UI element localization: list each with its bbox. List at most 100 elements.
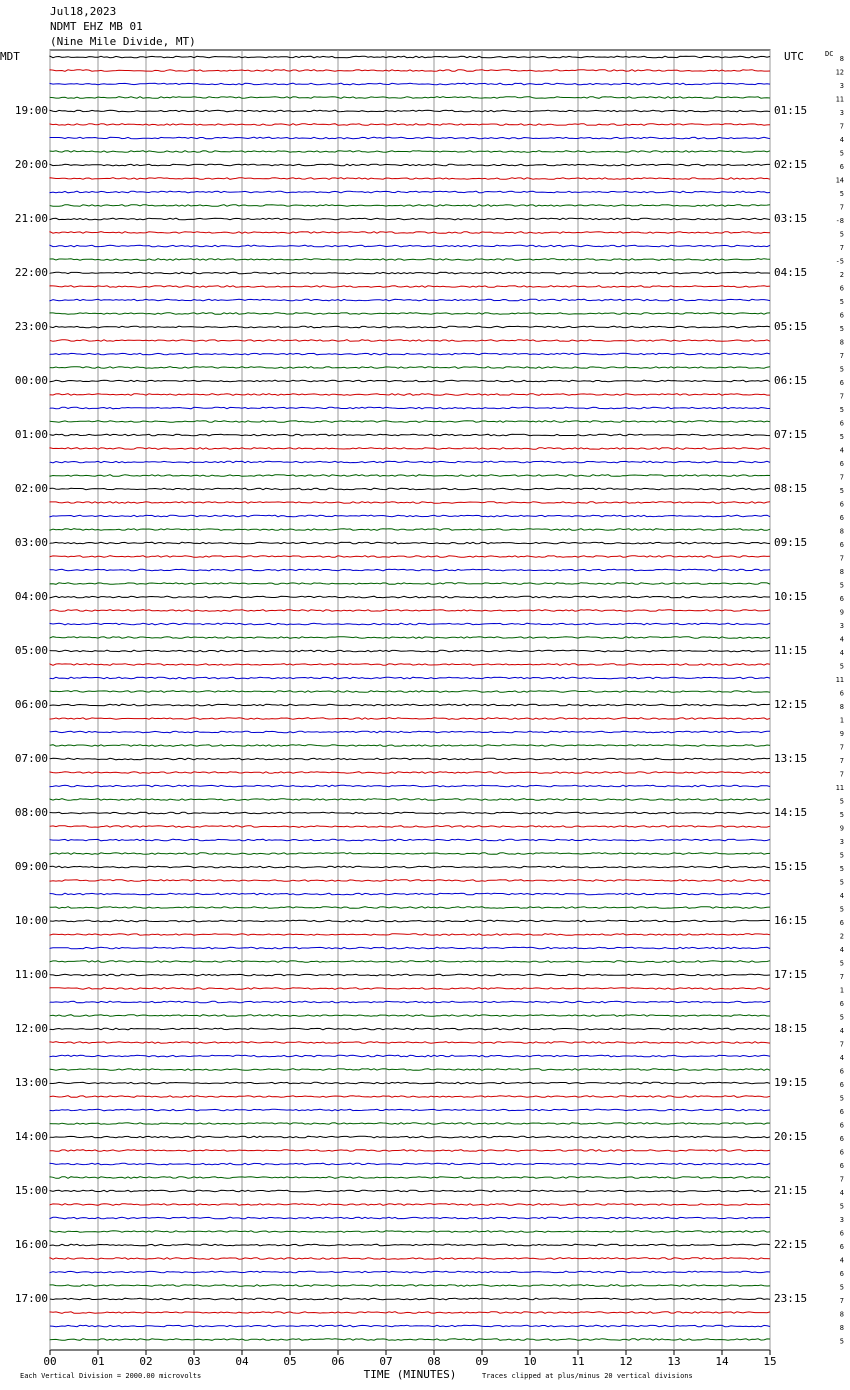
trace: [49, 717, 771, 720]
dc-value: 8: [840, 1311, 844, 1319]
trace: [49, 1041, 771, 1044]
dc-value: 5: [840, 406, 844, 414]
dc-value: 14: [836, 177, 844, 185]
dc-value: 6: [840, 1230, 844, 1238]
left-hour-label: 00:00: [15, 374, 48, 387]
left-hour-label: 23:00: [15, 320, 48, 333]
dc-value: 6: [840, 163, 844, 171]
trace: [49, 757, 771, 761]
trace: [49, 1256, 771, 1260]
trace: [49, 163, 770, 167]
trace: [49, 447, 771, 450]
dc-value: 5: [840, 663, 844, 671]
trace: [49, 1149, 771, 1152]
dc-value: 7: [840, 973, 844, 981]
dc-value: 5: [840, 433, 844, 441]
dc-value: 5: [840, 325, 844, 333]
right-hour-label: 14:15: [774, 806, 807, 819]
right-hour-label: 08:15: [774, 482, 807, 495]
trace: [49, 865, 771, 869]
trace: [49, 487, 771, 491]
x-tick-label: 05: [283, 1355, 296, 1368]
dc-value: 5: [840, 1284, 844, 1292]
dc-value: 5: [840, 1014, 844, 1022]
dc-value: 7: [840, 244, 844, 252]
trace: [49, 1108, 771, 1112]
trace: [49, 1162, 771, 1166]
trace: [49, 1243, 771, 1247]
x-tick-label: 08: [427, 1355, 440, 1368]
x-tick-label: 12: [619, 1355, 632, 1368]
trace: [49, 177, 771, 180]
right-hour-label: 20:15: [774, 1130, 807, 1143]
left-hour-label: 03:00: [15, 536, 48, 549]
dc-value: 5: [840, 879, 844, 887]
dc-value: 5: [840, 366, 844, 374]
title-line: Jul18,2023: [50, 5, 116, 18]
dc-value: 12: [836, 69, 844, 77]
trace: [49, 1338, 771, 1341]
left-hour-label: 11:00: [15, 968, 48, 981]
trace: [49, 798, 771, 801]
right-hour-label: 19:15: [774, 1076, 807, 1089]
trace: [49, 1135, 771, 1139]
dc-value: 3: [840, 82, 844, 90]
dc-value: 6: [840, 1135, 844, 1143]
x-tick-label: 14: [715, 1355, 729, 1368]
right-hour-label: 17:15: [774, 968, 807, 981]
x-tick-label: 01: [91, 1355, 104, 1368]
dc-value: 6: [840, 1108, 844, 1116]
trace: [49, 366, 771, 369]
left-hour-label: 15:00: [15, 1184, 48, 1197]
dc-value: 6: [840, 1162, 844, 1170]
trace: [49, 582, 771, 585]
dc-value: 4: [840, 636, 844, 644]
right-hour-label: 16:15: [774, 914, 807, 927]
dc-value: 5: [840, 1203, 844, 1211]
trace: [49, 1324, 771, 1328]
trace: [49, 204, 771, 207]
trace: [49, 811, 771, 815]
x-tick-label: 10: [523, 1355, 536, 1368]
footer-right: Traces clipped at plus/minus 20 vertical…: [482, 1372, 693, 1380]
left-hour-label: 22:00: [15, 266, 48, 279]
trace: [49, 325, 771, 329]
trace: [49, 838, 771, 842]
trace: [49, 568, 771, 572]
trace: [49, 852, 771, 855]
trace: [49, 919, 770, 923]
dc-value: 11: [836, 96, 844, 104]
left-hour-label: 05:00: [15, 644, 48, 657]
dc-value: 7: [840, 352, 844, 360]
trace: [49, 298, 771, 302]
x-tick-label: 07: [379, 1355, 392, 1368]
trace: [49, 1027, 771, 1031]
trace: [49, 55, 771, 59]
left-hour-label: 06:00: [15, 698, 48, 711]
trace: [49, 474, 771, 477]
dc-value: 5: [840, 906, 844, 914]
dc-value: -8: [836, 217, 844, 225]
dc-value: 4: [840, 447, 844, 455]
trace: [49, 379, 771, 383]
dc-value: 4: [840, 1189, 844, 1197]
trace: [49, 1297, 771, 1301]
dc-value: 6: [840, 919, 844, 927]
dc-value: 6: [840, 1149, 844, 1157]
title-line: (Nine Mile Divide, MT): [50, 35, 196, 48]
dc-value: 6: [840, 1081, 844, 1089]
x-tick-label: 09: [475, 1355, 488, 1368]
dc-value: 9: [840, 609, 844, 617]
left-hour-label: 12:00: [15, 1022, 48, 1035]
right-hour-label: 11:15: [774, 644, 807, 657]
dc-value: 7: [840, 1041, 844, 1049]
right-hour-label: 01:15: [774, 104, 807, 117]
dc-value: 4: [840, 136, 844, 144]
dc-value: 7: [840, 771, 844, 779]
dc-value: 8: [840, 55, 844, 63]
dc-value: 7: [840, 393, 844, 401]
x-tick-label: 03: [187, 1355, 200, 1368]
dc-value: 2: [840, 271, 844, 279]
dc-value: 6: [840, 312, 844, 320]
